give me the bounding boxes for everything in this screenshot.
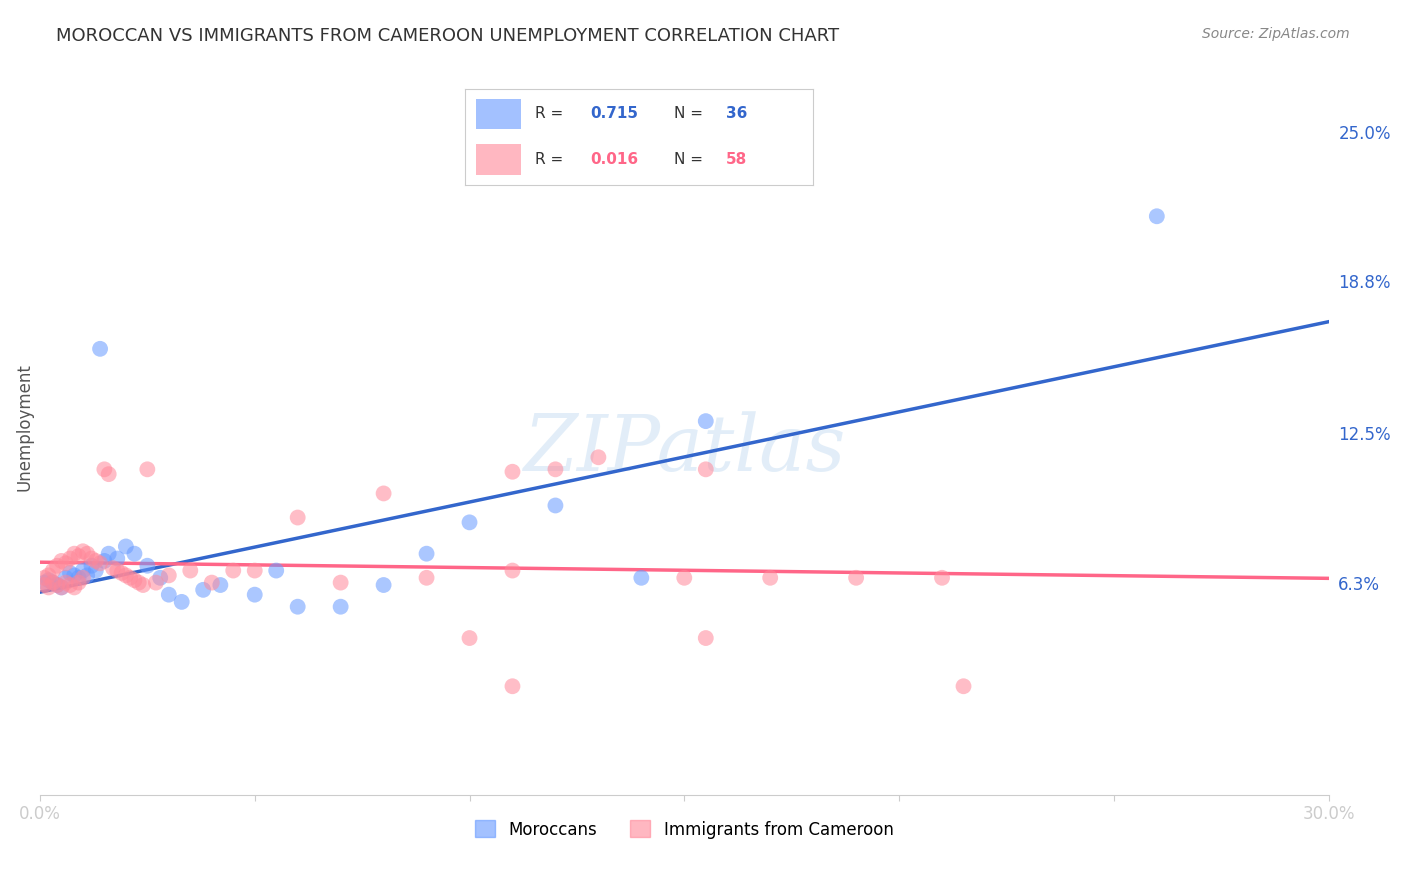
Point — [695, 462, 717, 476]
Point — [415, 547, 437, 561]
Point — [38, 568, 60, 582]
Text: Source: ZipAtlas.com: Source: ZipAtlas.com — [1202, 27, 1350, 41]
Point — [120, 571, 142, 585]
Point — [931, 571, 953, 585]
Point — [329, 599, 352, 614]
Point — [42, 575, 65, 590]
Point — [59, 578, 82, 592]
Point — [105, 564, 128, 578]
Point — [51, 581, 73, 595]
Point — [952, 679, 974, 693]
Point — [55, 575, 77, 590]
Point — [42, 564, 65, 578]
Point — [72, 564, 94, 578]
Point — [193, 582, 215, 597]
Point — [55, 571, 77, 585]
Point — [458, 516, 481, 530]
Point — [38, 581, 60, 595]
Point — [32, 575, 55, 590]
Point — [110, 566, 132, 580]
Point — [222, 564, 245, 578]
Point — [63, 568, 86, 582]
Point — [67, 571, 90, 585]
Point — [101, 561, 124, 575]
Point — [501, 465, 523, 479]
Point — [67, 575, 90, 590]
Point — [80, 558, 103, 573]
Point — [145, 575, 167, 590]
Point — [55, 557, 77, 571]
Point — [124, 547, 146, 561]
Point — [72, 571, 94, 585]
Point — [46, 578, 69, 592]
Point — [1146, 209, 1168, 223]
Point — [115, 568, 138, 582]
Point — [84, 564, 107, 578]
Point — [46, 558, 69, 573]
Point — [72, 544, 94, 558]
Point — [845, 571, 868, 585]
Point — [38, 573, 60, 587]
Point — [80, 551, 103, 566]
Point — [588, 450, 610, 465]
Y-axis label: Unemployment: Unemployment — [15, 363, 32, 491]
Point — [93, 462, 115, 476]
Point — [67, 549, 90, 563]
Point — [42, 575, 65, 590]
Point — [105, 551, 128, 566]
Point — [63, 581, 86, 595]
Point — [544, 462, 567, 476]
Point — [329, 575, 352, 590]
Point — [201, 575, 224, 590]
Legend: Moroccans, Immigrants from Cameroon: Moroccans, Immigrants from Cameroon — [468, 814, 900, 846]
Point — [695, 631, 717, 645]
Point — [136, 462, 159, 476]
Point — [243, 564, 266, 578]
Point — [59, 566, 82, 580]
Point — [209, 578, 232, 592]
Point — [243, 588, 266, 602]
Point — [132, 578, 155, 592]
Point — [179, 564, 201, 578]
Point — [84, 554, 107, 568]
Point — [32, 571, 55, 585]
Point — [76, 568, 98, 582]
Point — [93, 554, 115, 568]
Point — [97, 467, 120, 482]
Point — [76, 547, 98, 561]
Point — [124, 573, 146, 587]
Point — [136, 558, 159, 573]
Text: ZIPatlas: ZIPatlas — [523, 411, 845, 487]
Point — [373, 578, 395, 592]
Point — [673, 571, 696, 585]
Point — [170, 595, 193, 609]
Point — [264, 564, 287, 578]
Point — [51, 581, 73, 595]
Point — [373, 486, 395, 500]
Point — [157, 588, 180, 602]
Point — [149, 571, 172, 585]
Point — [63, 547, 86, 561]
Point — [695, 414, 717, 428]
Point — [415, 571, 437, 585]
Point — [287, 599, 309, 614]
Point — [501, 679, 523, 693]
Point — [59, 551, 82, 566]
Point — [544, 499, 567, 513]
Point — [128, 575, 150, 590]
Point — [501, 564, 523, 578]
Point — [97, 547, 120, 561]
Point — [115, 540, 138, 554]
Point — [157, 568, 180, 582]
Point — [630, 571, 652, 585]
Point — [458, 631, 481, 645]
Point — [89, 342, 111, 356]
Point — [32, 578, 55, 592]
Point — [46, 578, 69, 592]
Point — [51, 554, 73, 568]
Point — [89, 557, 111, 571]
Point — [759, 571, 782, 585]
Text: MOROCCAN VS IMMIGRANTS FROM CAMEROON UNEMPLOYMENT CORRELATION CHART: MOROCCAN VS IMMIGRANTS FROM CAMEROON UNE… — [56, 27, 839, 45]
Point — [287, 510, 309, 524]
